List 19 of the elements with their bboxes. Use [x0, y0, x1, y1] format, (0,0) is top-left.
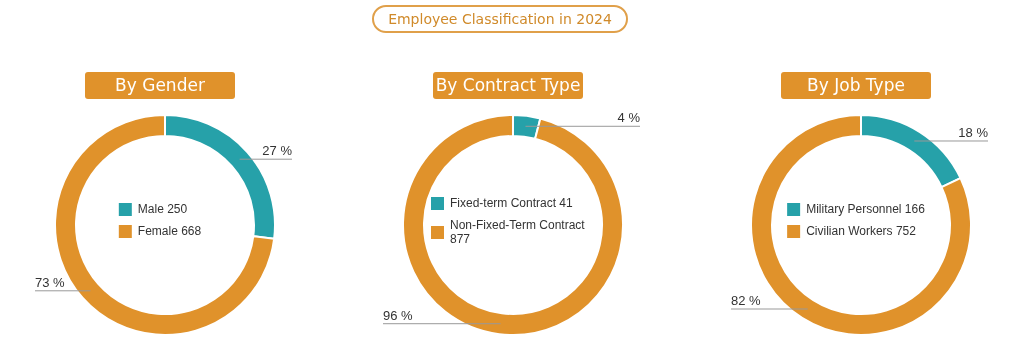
legend-label: Military Personnel 166	[806, 202, 925, 216]
data-label: 73 %	[35, 274, 66, 290]
donut-slice	[750, 114, 972, 336]
data-label: 27 %	[262, 143, 293, 159]
legend-label: Civilian Workers 752	[806, 224, 916, 238]
chart-title: By Job Type	[781, 72, 931, 99]
legend-label: Male 250	[137, 202, 188, 216]
donut-slice	[54, 114, 276, 336]
data-label: 18 %	[958, 124, 989, 140]
data-label: 96 %	[383, 307, 414, 323]
legend-label: Female 668	[137, 224, 202, 238]
text: Employee Classification in 2024	[372, 5, 628, 33]
legend-label: Fixed-term Contract 41	[450, 196, 573, 210]
donut-slice	[402, 114, 624, 336]
data-label: 82 %	[731, 293, 762, 309]
data-label: 4 %	[617, 110, 641, 126]
chart-title: By Contract Type	[433, 72, 583, 99]
chart-title: By Gender	[85, 72, 235, 99]
legend-label: Non-Fixed-Term Contract 877	[450, 218, 585, 246]
